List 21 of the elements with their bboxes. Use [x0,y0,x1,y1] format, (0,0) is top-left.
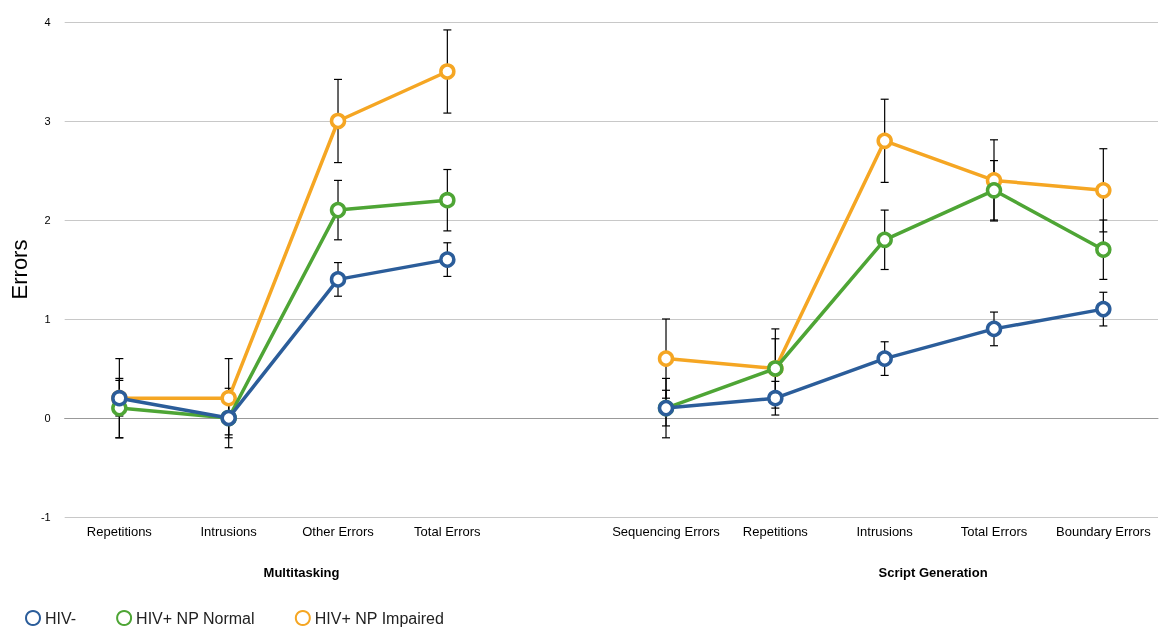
x-tick-label: Other Errors [302,524,375,539]
y-tick-label: 2 [44,214,51,226]
y-tick-label: 1 [44,313,51,325]
text: Multitasking [263,565,340,580]
x-tick-label: Total Errors [960,524,1028,539]
y-tick-label: 4 [44,16,51,28]
y-tick-label: 3 [44,115,51,127]
legend-label: HIV- [45,609,77,627]
y-tick-label: 0 [44,412,51,424]
y-axis-title: Errors [6,239,32,300]
x-tick-label: Repetitions [742,524,809,539]
x-tick-label: Boundary Errors [1056,524,1152,539]
legend-label: HIV+ NP Impaired [314,609,444,627]
legend-label: HIV+ NP Normal [136,609,255,627]
x-tick-label: Intrusions [856,524,914,539]
x-tick-label: Sequencing Errors [612,524,721,539]
text: Script Generation [878,565,988,580]
x-tick-label: Intrusions [200,524,258,539]
x-tick-label: Total Errors [414,524,482,539]
x-tick-label: Repetitions [86,524,153,539]
y-tick-label: -1 [40,511,51,523]
